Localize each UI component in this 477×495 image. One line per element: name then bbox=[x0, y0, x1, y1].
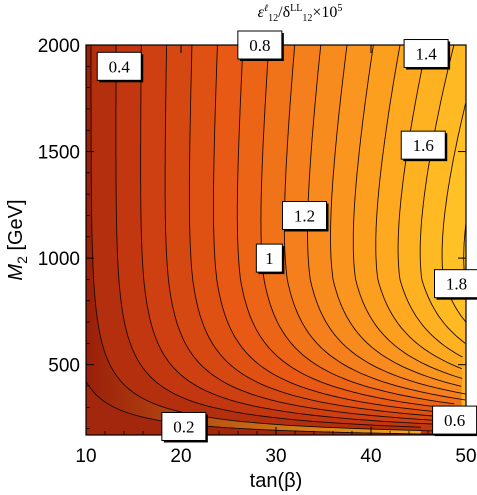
x-tick-label: 20 bbox=[170, 446, 191, 467]
contour-line bbox=[140, 45, 460, 426]
contour-label-box bbox=[432, 405, 477, 435]
chart-title: εℓ12/δLL12×105 bbox=[258, 3, 343, 24]
contour-label: 1 bbox=[255, 243, 285, 275]
x-tick-label: 50 bbox=[455, 446, 476, 467]
contour-label-box bbox=[237, 30, 283, 60]
contour-line bbox=[419, 45, 466, 344]
x-tick-label: 30 bbox=[265, 446, 286, 467]
contour-line bbox=[115, 45, 421, 428]
contour-label: 0.2 bbox=[161, 411, 208, 443]
contour-label-box bbox=[403, 39, 449, 69]
contour-line bbox=[375, 45, 462, 370]
contour-label-text: 0.6 bbox=[444, 411, 465, 430]
y-tick-label: 1500 bbox=[38, 143, 80, 164]
contour-label-box bbox=[255, 243, 283, 273]
contour-label: 1.4 bbox=[403, 39, 451, 70]
contour-label-text: 1.6 bbox=[413, 136, 434, 155]
contour-label-box bbox=[161, 411, 207, 441]
contour-label: 1.2 bbox=[282, 200, 329, 232]
contour-label-text: 1.4 bbox=[415, 45, 437, 64]
y-tick-label: 500 bbox=[48, 356, 80, 377]
x-axis-label: tan(β) bbox=[250, 470, 303, 492]
contour-label: 1.6 bbox=[400, 130, 448, 162]
contour-label-text: 1 bbox=[265, 249, 274, 268]
contour-label: 0.4 bbox=[96, 51, 144, 83]
contour-line bbox=[164, 45, 453, 422]
plot-area bbox=[86, 45, 466, 435]
contour-line bbox=[260, 45, 455, 405]
contour-line bbox=[90, 45, 439, 432]
contour-label: 0.8 bbox=[237, 30, 284, 61]
x-tick-label: 40 bbox=[360, 446, 381, 467]
contour-label-box bbox=[434, 269, 477, 299]
y-axis-label: M2 [GeV] bbox=[5, 199, 30, 280]
color-bands bbox=[86, 45, 466, 435]
x-tick-label: 10 bbox=[75, 446, 96, 467]
y-tick-label: 1000 bbox=[38, 249, 80, 270]
contour-lines bbox=[86, 45, 466, 435]
contour-line bbox=[397, 45, 463, 358]
contour-line bbox=[330, 45, 462, 387]
contour-line bbox=[188, 45, 453, 418]
contour-label-text: 0.8 bbox=[249, 36, 270, 55]
contour-label-text: 1.8 bbox=[446, 275, 467, 294]
contour-label-text: 0.4 bbox=[109, 57, 131, 76]
x-axis-ticks: 10 20 30 40 50 bbox=[75, 45, 477, 467]
contour-label: 1.8 bbox=[434, 269, 477, 300]
y-axis-ticks: 500 1000 1500 2000 bbox=[38, 36, 466, 430]
contour-label-text: 1.2 bbox=[294, 206, 315, 225]
contour-labels: 0.4 0.8 1.4 1.6 1.2 1 1.8 0.2 0.6 bbox=[96, 30, 477, 443]
contour-line bbox=[213, 45, 456, 415]
contour-label-text: 0.2 bbox=[173, 417, 194, 436]
contour-label-box bbox=[400, 130, 446, 160]
contour-label-box bbox=[96, 51, 142, 81]
contour-label: 0.6 bbox=[432, 405, 477, 437]
contour-label-box bbox=[282, 200, 327, 230]
y-tick-label: 2000 bbox=[38, 36, 80, 57]
contour-band bbox=[442, 45, 466, 435]
contour-line bbox=[236, 45, 463, 411]
contour-line bbox=[352, 45, 463, 379]
